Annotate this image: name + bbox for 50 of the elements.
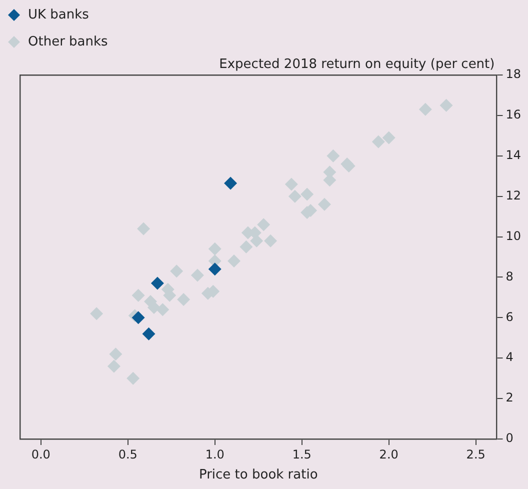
point xyxy=(382,131,396,144)
point xyxy=(107,360,120,373)
y-tick-label: 14 xyxy=(506,148,522,162)
x-tick-label: 1.0 xyxy=(205,447,224,462)
y-tick-label: 4 xyxy=(506,350,514,364)
y-tick-label: 2 xyxy=(506,390,514,405)
point xyxy=(147,301,160,314)
y-axis-title: Expected 2018 return on equity (per cent) xyxy=(219,56,495,72)
point xyxy=(132,288,145,302)
point xyxy=(300,188,314,201)
point xyxy=(240,240,253,254)
point xyxy=(372,135,385,148)
y-tick-label: 16 xyxy=(506,108,522,122)
point xyxy=(264,234,278,248)
point xyxy=(156,303,170,316)
point xyxy=(132,311,145,324)
point xyxy=(208,242,222,256)
point xyxy=(150,276,164,290)
point xyxy=(137,222,150,236)
point xyxy=(318,198,331,211)
point xyxy=(142,327,156,340)
point xyxy=(208,262,222,276)
y-tick-label: 0 xyxy=(506,431,514,446)
x-tick-label: 2.0 xyxy=(379,447,398,462)
point xyxy=(90,307,104,320)
point xyxy=(440,98,453,112)
legend-label: UK banks xyxy=(28,7,90,22)
y-tick-label: 10 xyxy=(506,228,522,243)
point xyxy=(288,190,302,203)
legend-label: Other banks xyxy=(28,34,108,50)
x-tick-label: 0.0 xyxy=(31,447,50,462)
x-tick-label: 1.5 xyxy=(292,447,312,462)
y-tick-label: 8 xyxy=(506,269,514,284)
x-tick-label: 2.5 xyxy=(466,447,486,462)
point xyxy=(126,372,140,385)
x-tick-label: 0.5 xyxy=(118,447,138,462)
point xyxy=(326,149,340,162)
x-axis-title: Price to book ratio xyxy=(198,468,318,483)
point xyxy=(170,264,184,278)
point xyxy=(109,348,122,361)
point xyxy=(224,176,238,190)
point xyxy=(190,268,204,282)
y-tick-label: 6 xyxy=(506,310,514,324)
point xyxy=(257,218,270,232)
point xyxy=(284,178,298,191)
point xyxy=(228,254,241,268)
y-tick-label: 12 xyxy=(506,188,522,202)
point xyxy=(177,292,190,306)
y-tick-label: 18 xyxy=(506,67,522,82)
point xyxy=(418,102,432,116)
